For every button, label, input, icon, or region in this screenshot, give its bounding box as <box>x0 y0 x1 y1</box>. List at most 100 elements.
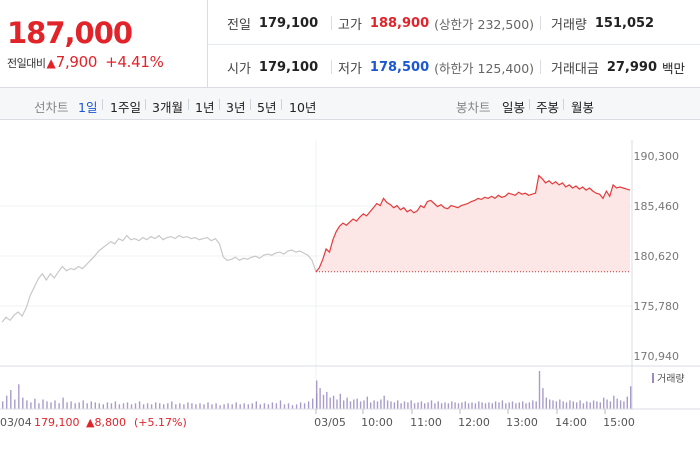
period-1-day[interactable]: 1일 <box>78 100 98 115</box>
volume-bar <box>14 399 16 409</box>
cell-divider <box>331 60 332 74</box>
volume-bar <box>239 404 241 410</box>
volume-bar <box>353 399 355 409</box>
volume-bar <box>98 403 100 409</box>
volume-bar <box>447 403 450 409</box>
prev-close-cell: 전일 179,100 <box>227 13 318 33</box>
cell-divider <box>540 60 541 74</box>
volume-bar <box>451 401 453 409</box>
volume-bar <box>397 400 399 409</box>
chart-period-toolbar: 선차트 1일 1주일 3개월 1년 3년 5년 10년 봉차트 일봉 주봉 월봉 <box>0 88 700 120</box>
trade-amount-cell: 거래대금 27,990 백만 <box>551 57 685 77</box>
today-price-area <box>316 175 630 272</box>
toolbar-divider <box>188 99 189 110</box>
volume-bar <box>138 401 141 409</box>
current-price: 187,000 <box>7 16 133 50</box>
volume-bar <box>559 399 561 409</box>
volume-bar <box>203 404 205 410</box>
volume-bar <box>271 402 274 409</box>
volume-legend-swatch <box>652 373 654 383</box>
x-tick-label: 14:00 <box>555 416 587 429</box>
volume-bar <box>407 402 409 409</box>
period-3-years[interactable]: 3년 <box>226 100 246 115</box>
volume-bar <box>150 404 153 410</box>
volume-bar <box>349 401 352 409</box>
volume-bar <box>343 400 345 409</box>
prev-day-change-rate: (+5.17%) <box>134 416 187 429</box>
open-price-label: 시가 <box>227 61 251 77</box>
period-10-years[interactable]: 10년 <box>289 100 317 115</box>
volume-bar <box>430 400 433 409</box>
volume-bar <box>440 403 443 409</box>
high-price-value: 188,900 <box>369 15 430 31</box>
period-1-year[interactable]: 1년 <box>195 100 215 115</box>
volume-bar <box>155 402 157 409</box>
volume-bar <box>339 393 341 409</box>
volume-bar <box>163 404 165 410</box>
volume-bar <box>613 395 615 409</box>
change-rate: +4.41% <box>105 53 164 71</box>
volume-bar <box>247 404 249 410</box>
volume-bar <box>400 403 402 409</box>
volume-bar <box>471 402 473 409</box>
volume-bar <box>303 403 306 409</box>
volume-bar <box>386 400 389 409</box>
line-chart-label: 선차트 <box>34 100 69 115</box>
volume-cell: 거래량 151,052 <box>551 13 654 33</box>
volume-bar <box>363 400 365 409</box>
volume-bar <box>572 401 574 409</box>
volume-bar <box>457 403 460 409</box>
x-tick-label: 12:00 <box>458 416 490 429</box>
toolbar-divider <box>145 99 146 110</box>
volume-bar <box>183 404 185 410</box>
volume-bar <box>223 404 225 410</box>
high-price-cell: 고가 188,900 (상한가 232,500) <box>338 13 534 33</box>
volume-bar <box>434 403 436 409</box>
volume-bar <box>515 403 517 409</box>
volume-bar <box>146 403 149 409</box>
volume-bars <box>2 371 632 410</box>
volume-bar <box>18 384 20 409</box>
period-3-months[interactable]: 3개월 <box>152 100 183 115</box>
chart-grid <box>0 140 633 410</box>
prev-day-close: 179,100 <box>34 416 80 429</box>
candle-chart-label: 봉차트 <box>456 100 491 115</box>
volume-bar <box>596 401 598 409</box>
volume-bar <box>390 401 392 409</box>
candle-monthly[interactable]: 월봉 <box>571 100 595 115</box>
low-price-label: 저가 <box>338 61 362 77</box>
volume-bar <box>322 394 325 410</box>
volume-bar <box>319 388 321 409</box>
y-tick-label: 180,620 <box>634 250 680 263</box>
toolbar-divider <box>529 99 530 110</box>
today-price-line <box>315 174 631 273</box>
period-1-week[interactable]: 1주일 <box>110 100 141 115</box>
candle-weekly[interactable]: 주봉 <box>536 100 560 115</box>
upper-limit-text: (상한가 232,500) <box>434 16 535 32</box>
volume-bar <box>535 401 537 409</box>
volume-bar <box>329 397 331 409</box>
y-tick-label: 175,780 <box>634 300 680 313</box>
period-5-years[interactable]: 5년 <box>257 100 277 115</box>
volume-bar <box>383 395 385 409</box>
volume-bar <box>356 398 358 410</box>
prev-close-value: 179,100 <box>258 15 319 31</box>
volume-bar <box>122 403 125 409</box>
volume-bar <box>10 390 12 409</box>
candle-daily[interactable]: 일봉 <box>502 100 526 115</box>
volume-bar <box>142 404 145 410</box>
volume-bar <box>6 395 8 409</box>
volume-bar <box>2 401 4 409</box>
volume-bar <box>403 401 406 409</box>
stock-summary-panel: 187,000 전일대비 ▲ 7,900 +4.41% 전일 179,100 고… <box>0 0 700 88</box>
y-tick-label: 170,940 <box>634 350 680 363</box>
volume-bar <box>227 403 229 409</box>
volume-bar <box>474 403 477 409</box>
volume-bar <box>86 403 88 409</box>
volume-bar <box>215 403 217 409</box>
change-label: 전일대비 <box>7 57 46 70</box>
volume-bar <box>267 404 270 410</box>
change-value: 7,900 <box>55 53 98 71</box>
volume-bar <box>501 400 504 409</box>
lower-limit-text: (하한가 125,400) <box>434 60 535 76</box>
